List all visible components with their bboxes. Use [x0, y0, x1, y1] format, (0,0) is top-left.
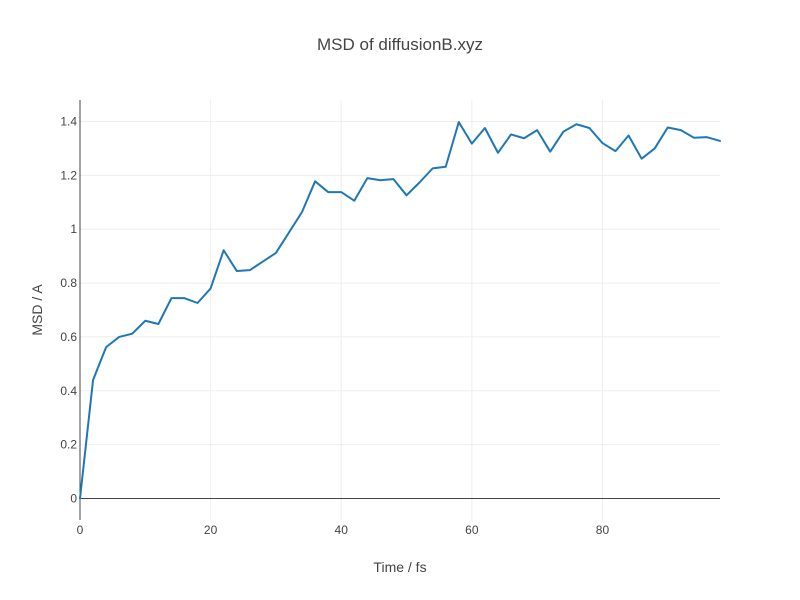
y-tick-label: 0.8	[60, 276, 77, 290]
x-gridlines	[210, 100, 603, 520]
x-tick-label: 80	[596, 523, 610, 537]
y-tick-label: 1	[70, 222, 77, 236]
y-tick-label: 0.2	[60, 438, 77, 452]
x-tick-label: 20	[204, 523, 218, 537]
y-tick-label: 0.6	[60, 330, 77, 344]
y-tick-label: 0.4	[60, 384, 77, 398]
y-tick-label: 1.4	[60, 115, 77, 129]
y-tick-label: 1.2	[60, 168, 77, 182]
x-tick-label: 0	[77, 523, 84, 537]
chart-title: MSD of diffusionB.xyz	[317, 35, 483, 54]
y-tick-labels: 0 0.2 0.4 0.6 0.8 1 1.2 1.4	[60, 115, 77, 506]
x-tick-labels: 0 20 40 60 80	[77, 523, 610, 537]
y-gridlines	[80, 121, 720, 446]
x-axis-title: Time / fs	[373, 559, 426, 575]
y-axis-title: MSD / A	[29, 284, 45, 336]
series-line	[79, 121, 721, 500]
y-tick-label: 0	[70, 491, 77, 505]
x-tick-label: 60	[465, 523, 479, 537]
series-group	[79, 121, 721, 500]
x-tick-label: 40	[335, 523, 349, 537]
